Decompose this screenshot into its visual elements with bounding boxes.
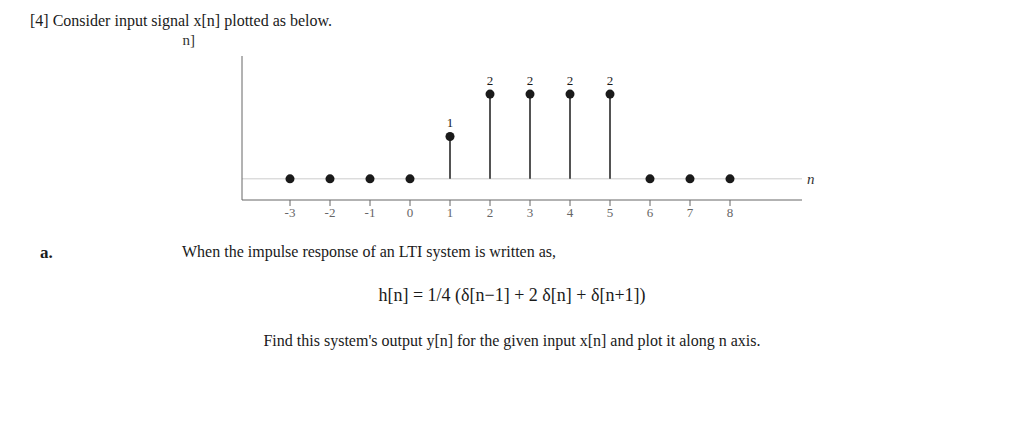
svg-text:6: 6	[647, 205, 654, 220]
html-text:When the impulse response of a: When the impulse response of an LTI syst…	[182, 243, 556, 260]
html-text:a.: a.	[40, 243, 53, 262]
html-text:h[n] = 1/4 (δ[n−1] + 2 δ[n] +: h[n] = 1/4 (δ[n−1] + 2 δ[n] + δ[n+1])	[378, 285, 646, 305]
svg-text:1: 1	[447, 205, 454, 220]
svg-text:2: 2	[527, 73, 534, 88]
svg-text:-2: -2	[325, 205, 336, 220]
svg-text:-3: -3	[285, 205, 296, 220]
html-text:Find this system's output y[n]: Find this system's output y[n] for the g…	[263, 332, 761, 349]
svg-text:x[n]: x[n]	[182, 32, 195, 48]
svg-text:3: 3	[527, 205, 534, 220]
svg-text:2: 2	[567, 73, 574, 88]
svg-text:2: 2	[607, 73, 614, 88]
svg-text:n: n	[807, 171, 815, 187]
svg-text:1: 1	[447, 115, 454, 130]
svg-text:0: 0	[407, 205, 414, 220]
html-text:[4] Consider input signal x[n]: [4] Consider input signal x[n] plotted a…	[30, 12, 332, 29]
svg-text:7: 7	[687, 205, 694, 220]
svg-text:5: 5	[607, 205, 614, 220]
svg-text:2: 2	[487, 73, 494, 88]
svg-text:8: 8	[727, 205, 734, 220]
svg-text:4: 4	[567, 205, 574, 220]
svg-text:2: 2	[487, 205, 494, 220]
svg-text:-1: -1	[365, 205, 376, 220]
